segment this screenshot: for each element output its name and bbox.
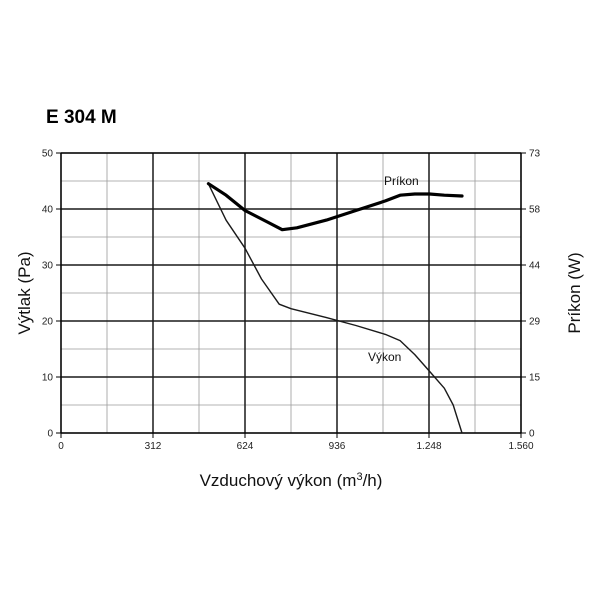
x-axis-label-tail: /h) xyxy=(363,471,383,490)
x-axis-label-superscript: 3 xyxy=(356,471,362,483)
series-line-v-kon xyxy=(207,183,463,434)
x-axis-label: Vzduchový výkon (m3/h) xyxy=(200,471,383,490)
plot-frame xyxy=(60,152,522,434)
y2-axis-label: Príkon (W) xyxy=(565,252,584,333)
minor-grid xyxy=(61,153,521,433)
y-tick-label: 50 xyxy=(42,149,54,160)
x-tick-label: 624 xyxy=(237,441,254,452)
y2-tick-label: 73 xyxy=(529,149,541,160)
y-tick-label: 20 xyxy=(42,317,54,328)
x-tick-label: 1.248 xyxy=(416,441,441,452)
y-tick-label: 0 xyxy=(47,429,53,440)
x-axis-ticks: 0 312 624 936 1.248 1.560 xyxy=(58,433,534,452)
y2-tick-label: 15 xyxy=(529,373,541,384)
x-axis-label-text: Vzduchový výkon (m xyxy=(200,471,357,490)
series-label-vykon: Výkon xyxy=(368,350,401,364)
x-tick-label: 1.560 xyxy=(508,441,533,452)
y2-tick-label: 58 xyxy=(529,205,541,216)
y2-tick-label: 29 xyxy=(529,317,541,328)
y-tick-label: 10 xyxy=(42,373,54,384)
y-tick-label: 30 xyxy=(42,261,54,272)
chart-title: E 304 M xyxy=(46,107,117,128)
y2-tick-label: 0 xyxy=(529,429,535,440)
x-tick-label: 936 xyxy=(329,441,346,452)
series-group xyxy=(206,182,464,434)
y-tick-label: 40 xyxy=(42,205,54,216)
series-labels: Príkon Výkon xyxy=(368,174,419,364)
y-axis-ticks: 0 10 20 30 40 50 xyxy=(42,149,61,440)
series-label-prikon: Príkon xyxy=(384,174,419,188)
y-axis-label: Výtlak (Pa) xyxy=(15,251,34,334)
series-line-pr-kon xyxy=(206,182,464,232)
x-tick-label: 312 xyxy=(145,441,162,452)
x-tick-label: 0 xyxy=(58,441,64,452)
y2-axis-ticks: 0 15 29 44 58 73 xyxy=(521,149,541,440)
y2-tick-label: 44 xyxy=(529,261,541,272)
